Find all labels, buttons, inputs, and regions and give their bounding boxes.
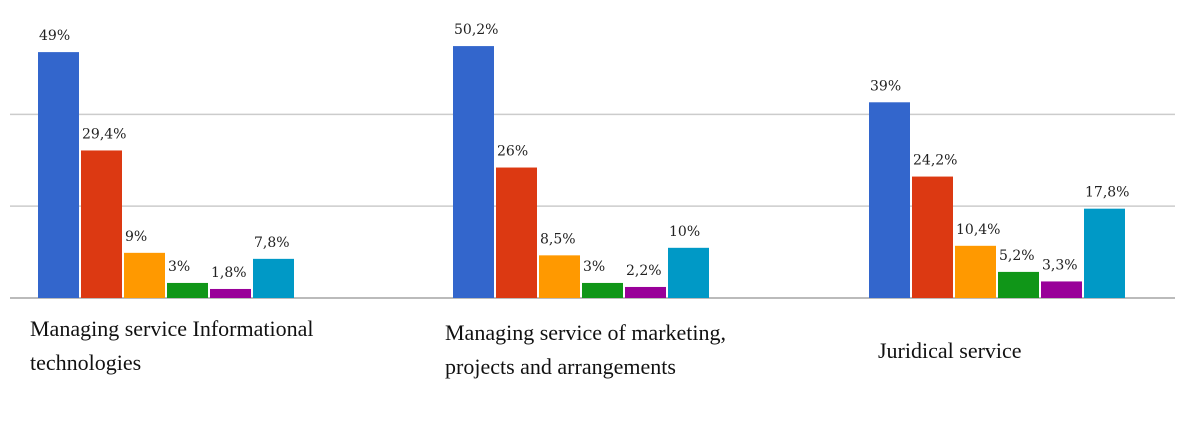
value-label: 17,8% — [1085, 185, 1129, 201]
bar — [38, 52, 79, 298]
category-label: Managing service of marketing, projects … — [445, 320, 727, 379]
bar — [912, 176, 953, 298]
bar — [210, 288, 251, 298]
value-label: 8,5% — [540, 231, 576, 247]
bar — [582, 282, 623, 298]
value-label: 5,2% — [999, 248, 1035, 264]
value-label: 3% — [168, 259, 190, 275]
bar — [496, 167, 537, 298]
value-label: 29,4% — [82, 126, 126, 142]
bar — [998, 271, 1039, 298]
value-label: 24,2% — [913, 153, 957, 169]
value-label: 7,8% — [254, 235, 290, 251]
bar — [1084, 208, 1125, 298]
category-label: Managing service Informational technolog… — [30, 316, 314, 375]
value-label: 10% — [669, 224, 700, 240]
bar — [668, 247, 709, 298]
bar — [167, 282, 208, 298]
value-label: 26% — [497, 144, 528, 160]
bar — [869, 102, 910, 298]
category-label: Juridical service — [878, 338, 1022, 363]
value-label: 10,4% — [956, 222, 1000, 238]
bar — [453, 46, 494, 298]
bar — [625, 286, 666, 298]
bar — [81, 150, 122, 298]
bar — [124, 252, 165, 298]
value-label: 2,2% — [626, 263, 662, 279]
value-label: 3,3% — [1042, 257, 1078, 273]
value-label: 9% — [125, 229, 147, 245]
value-label: 1,8% — [211, 265, 247, 281]
bar — [955, 245, 996, 298]
value-label: 3% — [583, 259, 605, 275]
value-label: 39% — [870, 78, 901, 94]
bar — [253, 258, 294, 298]
bar — [1041, 281, 1082, 298]
bar — [539, 255, 580, 298]
value-label: 50,2% — [454, 22, 498, 38]
value-label: 49% — [39, 28, 70, 44]
